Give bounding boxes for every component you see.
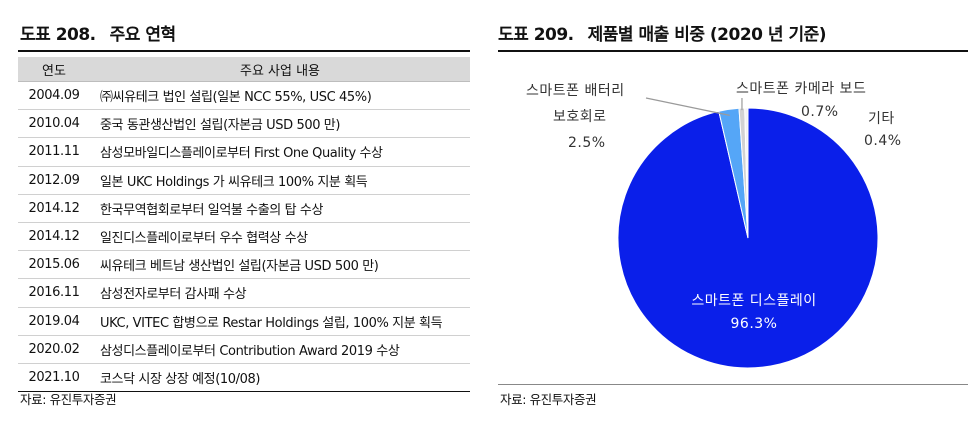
row-event: 중국 동관생산법인 설립(자본금 USD 500 만) [90,114,470,133]
table-row: 2019.04 UKC, VITEC 합병으로 Restar Holdings 설… [18,308,470,336]
row-event: 일본 UKC Holdings 가 씨유테크 100% 지분 획득 [90,171,470,190]
header-year: 연도 [18,60,90,79]
row-year: 2020.02 [18,342,90,357]
label-display: 스마트폰 디스플레이 [686,290,822,310]
row-year: 2015.06 [18,257,90,272]
row-year: 2012.09 [18,173,90,188]
sales-mix-panel: 도표 209. 제품별 매출 비중 (2020 년 기준) 스마트폰 배터리 보호… [498,0,968,424]
row-event: 삼성모바일디스플레이로부터 First One Quality 수상 [90,142,470,161]
table-row: 2016.11 삼성전자로부터 감사패 수상 [18,279,470,307]
label-camera-board: 스마트폰 카메라 보드 [736,78,866,98]
table-row: 2011.11 삼성모바일디스플레이로부터 First One Quality 수… [18,138,470,166]
chart-bottom-rule [498,384,968,385]
chart-source: 자료: 유진투자증권 [500,389,596,408]
leader-line-battery [646,98,730,115]
table-row: 2010.04 중국 동관생산법인 설립(자본금 USD 500 만) [18,110,470,138]
row-year: 2010.04 [18,116,90,131]
row-year: 2011.11 [18,144,90,159]
table-row: 2012.09 일본 UKC Holdings 가 씨유테크 100% 지분 획득 [18,167,470,195]
value-other: 0.4% [864,133,902,149]
row-event: 코스닥 시장 상장 예정(10/08) [90,368,470,387]
history-table: 연도 주요 사업 내용 2004.09 ㈜씨유테크 법인 설립(일본 NCC 55… [18,57,470,392]
value-display: 96.3% [716,316,792,332]
row-event: ㈜씨유테크 법인 설립(일본 NCC 55%, USC 45%) [90,86,470,105]
value-battery: 2.5% [568,135,606,151]
history-source: 자료: 유진투자증권 [20,389,116,408]
row-year: 2014.12 [18,229,90,244]
header-event: 주요 사업 내용 [90,60,470,79]
history-title-number: 도표 208. [20,20,96,45]
row-year: 2021.10 [18,370,90,385]
row-event: 삼성디스플레이로부터 Contribution Award 2019 수상 [90,340,470,359]
table-row: 2004.09 ㈜씨유테크 법인 설립(일본 NCC 55%, USC 45%) [18,82,470,110]
table-row: 2021.10 코스닥 시장 상장 예정(10/08) [18,364,470,392]
table-row: 2015.06 씨유테크 베트남 생산법인 설립(자본금 USD 500 만) [18,251,470,279]
row-event: 삼성전자로부터 감사패 수상 [90,283,470,302]
row-year: 2004.09 [18,88,90,103]
table-row: 2014.12 한국무역협회로부터 일억불 수출의 탑 수상 [18,195,470,223]
label-battery-line1: 스마트폰 배터리 [526,80,625,100]
row-event: 씨유테크 베트남 생산법인 설립(자본금 USD 500 만) [90,255,470,274]
title-rule [18,50,470,52]
label-battery-line2: 보호회로 [553,106,607,126]
history-panel: 도표 208. 주요 연혁 연도 주요 사업 내용 2004.09 ㈜씨유테크 법인… [18,0,470,424]
row-event: 한국무역협회로부터 일억불 수출의 탑 수상 [90,199,470,218]
value-camera-board: 0.7% [801,104,839,120]
pie-chart [498,0,968,424]
history-title-text: 주요 연혁 [110,25,176,45]
row-year: 2016.11 [18,285,90,300]
row-year: 2014.12 [18,201,90,216]
row-year: 2019.04 [18,314,90,329]
row-event: 일진디스플레이로부터 우수 협력상 수상 [90,227,470,246]
row-event: UKC, VITEC 합병으로 Restar Holdings 설립, 100%… [90,312,470,331]
label-other: 기타 [868,108,895,128]
table-header: 연도 주요 사업 내용 [18,57,470,82]
table-row: 2020.02 삼성디스플레이로부터 Contribution Award 201… [18,336,470,364]
table-row: 2014.12 일진디스플레이로부터 우수 협력상 수상 [18,223,470,251]
history-title: 도표 208. 주요 연혁 [20,20,176,48]
